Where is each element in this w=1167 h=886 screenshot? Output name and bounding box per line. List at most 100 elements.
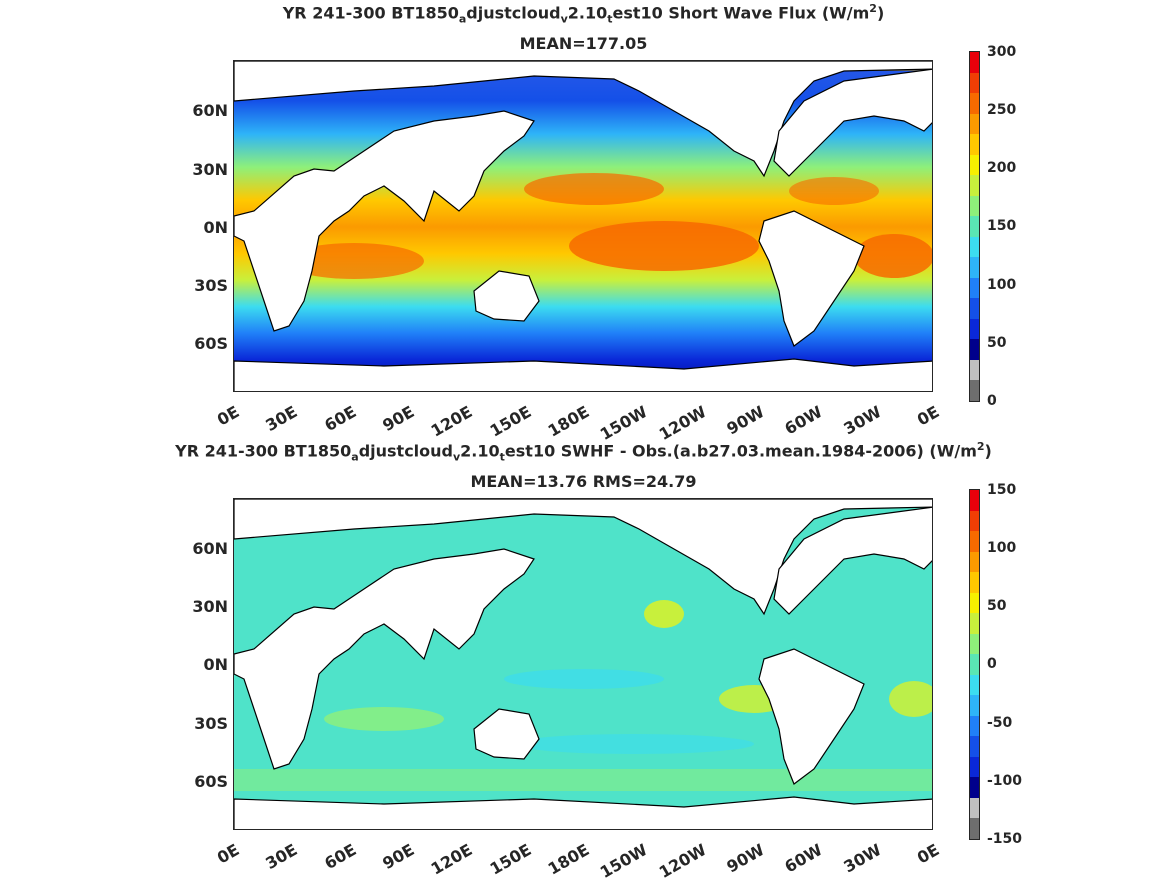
landmasses	[234, 499, 932, 829]
colorbar-swatch	[970, 777, 979, 798]
colorbar-swatch	[970, 195, 979, 217]
lon-label: 120E	[427, 840, 476, 879]
colorbar-swatch	[970, 298, 979, 319]
colorbar-tick: 0	[987, 656, 997, 672]
lon-label: 150E	[486, 840, 535, 879]
panel-2-colorbar	[969, 489, 980, 840]
lat-label: 30N	[192, 597, 228, 616]
colorbar-swatch	[970, 572, 979, 593]
warm-core	[569, 221, 759, 271]
lon-label: 0E	[213, 840, 243, 868]
lat-label: 0N	[203, 655, 228, 674]
lon-label: 0E	[913, 840, 943, 868]
lat-label: 60N	[192, 539, 228, 558]
colorbar-swatch	[970, 318, 979, 340]
swhf-bias-map	[234, 499, 932, 829]
north-polar-land	[234, 499, 932, 616]
lat-label: 60S	[194, 334, 228, 353]
lon-label: 90W	[723, 840, 768, 877]
colorbar-tick: -100	[987, 773, 1023, 789]
landmasses	[234, 61, 932, 391]
colorbar-swatch	[970, 551, 979, 573]
colorbar-swatch	[970, 756, 979, 778]
panel-2-map	[233, 498, 933, 830]
colorbar-tick: 200	[987, 160, 1017, 176]
colorbar-swatch	[970, 531, 979, 552]
lon-label: 120W	[655, 840, 710, 882]
colorbar-swatch	[970, 236, 979, 258]
antarctica	[234, 358, 932, 391]
warm-core	[524, 173, 664, 205]
south-america	[758, 648, 865, 785]
antarctica	[234, 796, 932, 829]
positive-bias	[644, 600, 684, 628]
negative-bias	[504, 669, 664, 689]
colorbar-swatch	[970, 134, 979, 155]
lat-label: 60S	[194, 772, 228, 791]
colorbar-swatch	[970, 818, 979, 839]
australia	[473, 270, 540, 322]
lon-label: 150W	[597, 840, 651, 882]
colorbar-swatch	[970, 257, 979, 278]
panel-1-title: YR 241-300 BT1850adjustcloudv2.10test10 …	[282, 2, 885, 26]
colorbar-swatch	[970, 277, 979, 299]
panel-1-colorbar	[969, 51, 980, 402]
sw-flux-map	[234, 61, 932, 391]
colorbar-swatch	[970, 674, 979, 696]
colorbar-tick: 150	[987, 218, 1017, 234]
colorbar-swatch	[970, 654, 979, 675]
colorbar-swatch	[970, 339, 979, 360]
colorbar-swatch	[970, 797, 979, 819]
colorbar-swatch	[970, 216, 979, 237]
colorbar-tick: 100	[987, 540, 1017, 556]
colorbar-swatch	[970, 72, 979, 94]
panel-2-subtitle: MEAN=13.76 RMS=24.79	[470, 472, 697, 491]
colorbar-tick: 50	[987, 335, 1007, 351]
colorbar-swatch	[970, 736, 979, 757]
lon-label: 90E	[379, 840, 418, 874]
colorbar-tick: 250	[987, 102, 1017, 118]
colorbar-swatch	[970, 380, 979, 401]
colorbar-swatch	[970, 93, 979, 114]
negative-bias	[514, 734, 754, 754]
warm-core	[854, 234, 932, 278]
north-america-east	[773, 506, 932, 615]
australia	[473, 708, 540, 760]
panel-1-subtitle: MEAN=177.05	[519, 34, 648, 53]
lon-label: 60E	[320, 840, 360, 874]
colorbar-swatch	[970, 154, 979, 176]
lat-label: 0N	[203, 218, 228, 237]
positive-bias	[889, 681, 932, 717]
panel-2-title: YR 241-300 BT1850adjustcloudv2.10test10 …	[175, 440, 992, 464]
positive-bias	[324, 707, 444, 731]
colorbar-tick: 100	[987, 277, 1017, 293]
colorbar-swatch	[970, 715, 979, 737]
lat-label: 30S	[194, 714, 228, 733]
north-polar-land	[234, 61, 932, 178]
lat-label: 30N	[192, 160, 228, 179]
south-america	[758, 210, 865, 347]
panel-1-map	[233, 60, 933, 392]
colorbar-swatch	[970, 613, 979, 634]
lat-label: 60N	[192, 101, 228, 120]
colorbar-tick: 0	[987, 393, 997, 409]
lat-label: 30S	[194, 276, 228, 295]
colorbar-swatch	[970, 175, 979, 196]
eurasia-africa	[234, 548, 535, 770]
warm-core	[789, 177, 879, 205]
southern-band	[234, 769, 932, 791]
lon-label: 30W	[840, 840, 885, 877]
lon-label: 60W	[781, 840, 826, 877]
colorbar-swatch	[970, 695, 979, 716]
colorbar-swatch	[970, 52, 979, 73]
colorbar-swatch	[970, 633, 979, 655]
colorbar-swatch	[970, 113, 979, 135]
lon-label: 30E	[262, 840, 301, 874]
colorbar-tick: 50	[987, 598, 1007, 614]
colorbar-swatch	[970, 490, 979, 511]
colorbar-tick: 150	[987, 482, 1017, 498]
colorbar-tick: -150	[987, 831, 1023, 847]
north-america-east	[773, 68, 932, 177]
lon-label: 180E	[544, 840, 593, 879]
colorbar-swatch	[970, 359, 979, 381]
